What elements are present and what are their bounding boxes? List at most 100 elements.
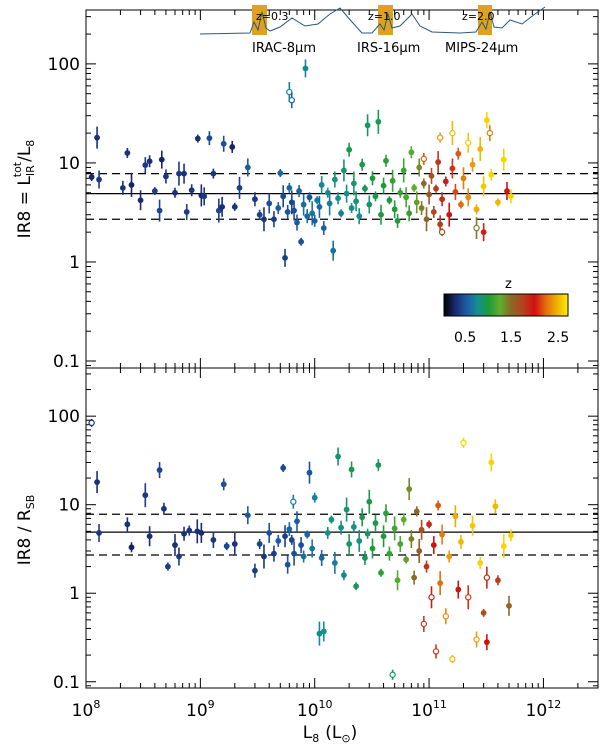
data-point <box>124 150 131 156</box>
data-point-open <box>290 498 297 505</box>
data-point <box>389 177 396 184</box>
data-point <box>378 211 384 218</box>
data-point <box>236 184 243 191</box>
data-point-open <box>286 88 293 96</box>
data-point <box>369 175 376 182</box>
data-point <box>435 502 442 509</box>
data-point <box>163 173 169 180</box>
data-point <box>161 505 167 512</box>
data-point <box>356 537 363 544</box>
data-point <box>94 479 100 485</box>
data-point-open <box>438 228 446 236</box>
data-point <box>458 538 464 545</box>
data-point <box>423 563 430 570</box>
inset-band-label-0: IRAC-8μm <box>252 41 316 56</box>
data-point <box>294 219 300 226</box>
data-point-open <box>436 134 444 141</box>
data-point <box>124 521 131 528</box>
bottom-panel-frame <box>85 367 599 689</box>
data-point <box>261 216 267 223</box>
svg-text:IR8 / RSB: IR8 / RSB <box>15 495 37 566</box>
data-point <box>420 180 427 187</box>
data-point <box>492 503 499 510</box>
data-point <box>391 525 398 532</box>
data-point <box>430 209 437 215</box>
inset-spectrum-line <box>199 6 546 35</box>
colorbar: z 0.5 1.5 2.5 <box>443 277 569 346</box>
data-point <box>413 508 420 515</box>
data-point <box>291 550 297 557</box>
data-point <box>465 194 472 201</box>
data-point <box>296 188 302 194</box>
colorbar-tick-0: 0.5 <box>454 330 476 346</box>
data-point <box>314 197 321 204</box>
data-point <box>350 180 357 187</box>
data-point <box>142 162 149 169</box>
data-point <box>128 181 135 188</box>
data-point <box>172 189 178 196</box>
x-tick-labels: 108 109 1010 1011 1012 <box>72 698 562 721</box>
data-point <box>304 531 311 538</box>
data-point <box>439 531 446 538</box>
spectrum-inset: z=0.3 z=1.0 z=2.0 IRAC-8μm IRS-16μm MIPS… <box>199 5 546 56</box>
svg-text:IR8 = LIRtot/L8: IR8 = LIRtot/L8 <box>11 140 37 239</box>
bottom-data-points <box>88 418 514 680</box>
data-point <box>372 520 379 526</box>
data-point <box>469 522 476 529</box>
data-point <box>348 466 355 473</box>
data-point <box>210 537 217 543</box>
data-point <box>176 170 182 177</box>
data-point <box>156 207 163 214</box>
data-point <box>508 532 514 539</box>
data-point <box>219 203 226 210</box>
data-point <box>266 530 273 536</box>
data-point <box>346 146 353 153</box>
data-point <box>406 486 413 493</box>
inset-z-label-1: z=1.0 <box>368 10 400 23</box>
data-point <box>318 555 325 561</box>
data-point <box>311 217 318 224</box>
data-point <box>280 465 287 471</box>
data-point <box>181 530 187 537</box>
data-point <box>343 190 350 197</box>
data-point-open <box>428 594 435 601</box>
data-point <box>231 203 238 210</box>
top-reference-lines <box>86 173 598 220</box>
data-point <box>411 574 418 581</box>
data-point <box>362 185 368 192</box>
data-point <box>330 247 337 254</box>
data-point <box>418 205 425 211</box>
data-point <box>341 167 347 174</box>
data-point <box>439 196 446 203</box>
data-point-open <box>460 439 467 447</box>
data-point <box>338 524 344 531</box>
data-point <box>362 555 368 561</box>
data-point <box>435 159 442 165</box>
top-ylabel-mid: /L <box>15 146 35 162</box>
data-point <box>331 560 338 566</box>
data-point <box>488 171 495 178</box>
data-point <box>469 161 476 168</box>
data-point <box>306 194 313 201</box>
data-point <box>394 217 401 224</box>
data-point <box>397 189 404 196</box>
data-point <box>455 586 462 593</box>
data-point <box>96 176 102 183</box>
data-point-open <box>420 155 428 163</box>
x-tick-label: 1010 <box>297 698 333 721</box>
data-point <box>353 583 359 590</box>
data-point <box>151 188 158 194</box>
data-point <box>386 197 393 204</box>
data-point <box>383 157 389 164</box>
data-point <box>504 188 510 194</box>
top-ylabel-sup1: tot <box>11 161 24 177</box>
data-point <box>495 199 501 206</box>
x-tick-label: 1012 <box>526 698 562 721</box>
data-point <box>300 201 307 208</box>
data-point <box>477 560 484 566</box>
data-point <box>416 548 423 554</box>
data-point <box>309 210 316 217</box>
data-point <box>452 513 459 520</box>
data-point <box>186 527 193 534</box>
data-point <box>350 524 357 530</box>
